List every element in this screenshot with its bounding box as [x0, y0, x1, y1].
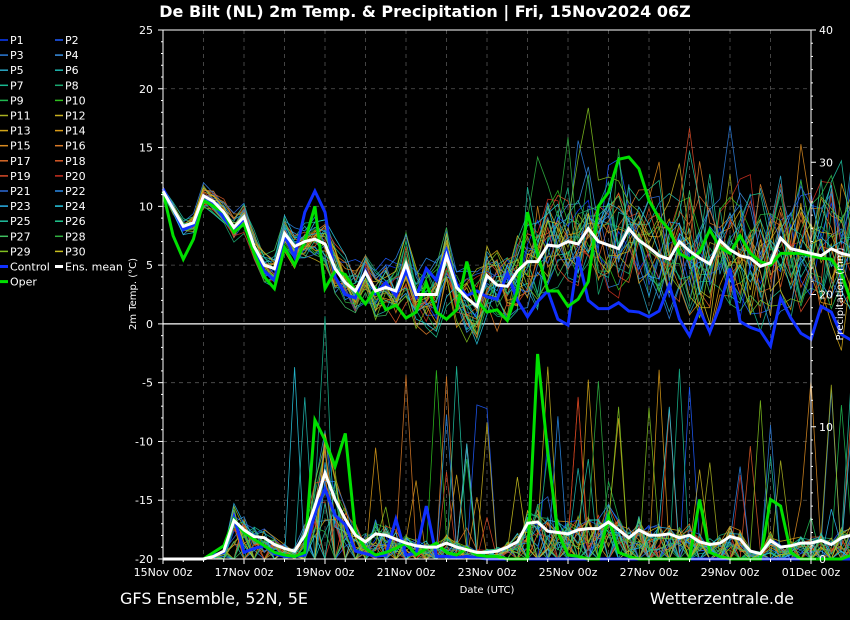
legend-label: P6	[65, 64, 79, 77]
precip-ensemble-lines	[163, 316, 850, 561]
legend-label: P8	[65, 79, 79, 92]
grid-lines	[163, 30, 811, 559]
x-tick-label: 15Nov 00z	[134, 566, 193, 579]
temp-line-p29	[162, 107, 850, 343]
legend-label: P2	[65, 34, 79, 47]
precip-line-p24	[163, 367, 850, 561]
axes: 25 20 15 10 5 0 -5 -10 -15 -20 40 30 20 10 0 15Nov 00z 1…	[128, 24, 846, 596]
y-tick-label: 20	[139, 83, 153, 96]
legend-label: P1	[10, 34, 24, 47]
y-tick-label: -20	[135, 553, 153, 566]
x-axis-label: Date (UTC)	[460, 585, 515, 596]
legend-label: P30	[65, 245, 86, 258]
x-tick-label: 23Nov 00z	[458, 566, 517, 579]
legend-label: P24	[65, 200, 86, 213]
y-tick-label: -5	[142, 377, 153, 390]
legend-label: Oper	[10, 276, 37, 289]
temp-line-p9	[162, 184, 850, 335]
x-tick-label: 19Nov 00z	[296, 566, 355, 579]
y-tick-label: -15	[135, 494, 153, 507]
legend-label: P7	[10, 79, 24, 92]
legend-label: P3	[10, 49, 24, 62]
x-tick-label: 29Nov 00z	[701, 566, 760, 579]
legend-label: P5	[10, 64, 24, 77]
legend-label: P27	[10, 230, 31, 243]
legend-label: P21	[10, 185, 31, 198]
legend-label: Control	[10, 261, 50, 274]
temp-line-p28	[162, 137, 850, 309]
temp-line-p27	[162, 188, 850, 323]
precip-line-oper	[163, 353, 850, 561]
precip-line-ens-mean	[163, 468, 850, 561]
y2-tick-label: 30	[819, 156, 833, 169]
chart-title: De Bilt (NL) 2m Temp. & Precipitation | …	[159, 2, 691, 21]
legend-label: P20	[65, 170, 86, 183]
x-tick-label: 25Nov 00z	[539, 566, 598, 579]
legend-label: P29	[10, 245, 31, 258]
legend-label: P25	[10, 215, 31, 228]
y-tick-label: 25	[139, 24, 153, 37]
legend-label: P17	[10, 155, 31, 168]
y2-tick-label: 0	[819, 553, 826, 566]
temp-line-ens-mean	[161, 190, 850, 309]
legend-label: P4	[65, 49, 79, 62]
y-tick-label: -10	[135, 435, 153, 448]
y-tick-label: 0	[146, 318, 153, 331]
temp-line-p22	[162, 194, 850, 328]
legend-label: P28	[65, 230, 86, 243]
legend-label: P19	[10, 170, 31, 183]
y-tick-label: 15	[139, 142, 153, 155]
legend: P1 P2 P3 P4 P5 P6 P7 P8 P9 P10 P11 P12 P13 P14 P15 P16 P…	[0, 34, 123, 289]
y2-tick-label: 20	[819, 289, 833, 302]
legend-label: P26	[65, 215, 86, 228]
x-tick-label: 01Dec 00z	[782, 566, 841, 579]
y2-axis-label: Precipitation (mm)	[835, 247, 846, 340]
y-axis-label: 2m Temp. (°C)	[128, 258, 139, 330]
legend-label: P23	[10, 200, 31, 213]
legend-label: P18	[65, 155, 86, 168]
legend-label: P9	[10, 94, 24, 107]
temp-line-p30	[162, 187, 850, 324]
footer-model: GFS Ensemble, 52N, 5E	[120, 589, 308, 608]
y-tick-label: 10	[139, 200, 153, 213]
y-tick-label: 5	[146, 259, 153, 272]
x-tick-label: 27Nov 00z	[620, 566, 679, 579]
legend-label: P22	[65, 185, 86, 198]
x-tick-label: 17Nov 00z	[215, 566, 274, 579]
temp-line-p26	[162, 173, 850, 338]
legend-label: P14	[65, 125, 86, 138]
legend-label: P16	[65, 140, 86, 153]
temp-line-oper	[161, 155, 850, 324]
x-tick-label: 21Nov 00z	[377, 566, 436, 579]
precip-line-p17	[163, 443, 850, 561]
legend-label: P13	[10, 125, 31, 138]
legend-label: P15	[10, 140, 31, 153]
y2-tick-label: 10	[819, 421, 833, 434]
footer-source: Wetterzentrale.de	[649, 589, 794, 608]
legend-label: Ens. mean	[65, 261, 123, 274]
highlighted-series	[161, 155, 850, 561]
y2-tick-label: 40	[819, 24, 833, 37]
legend-label: P10	[65, 94, 86, 107]
legend-label: P11	[10, 110, 31, 123]
precip-line-p7	[163, 316, 850, 561]
legend-label: P12	[65, 110, 86, 123]
